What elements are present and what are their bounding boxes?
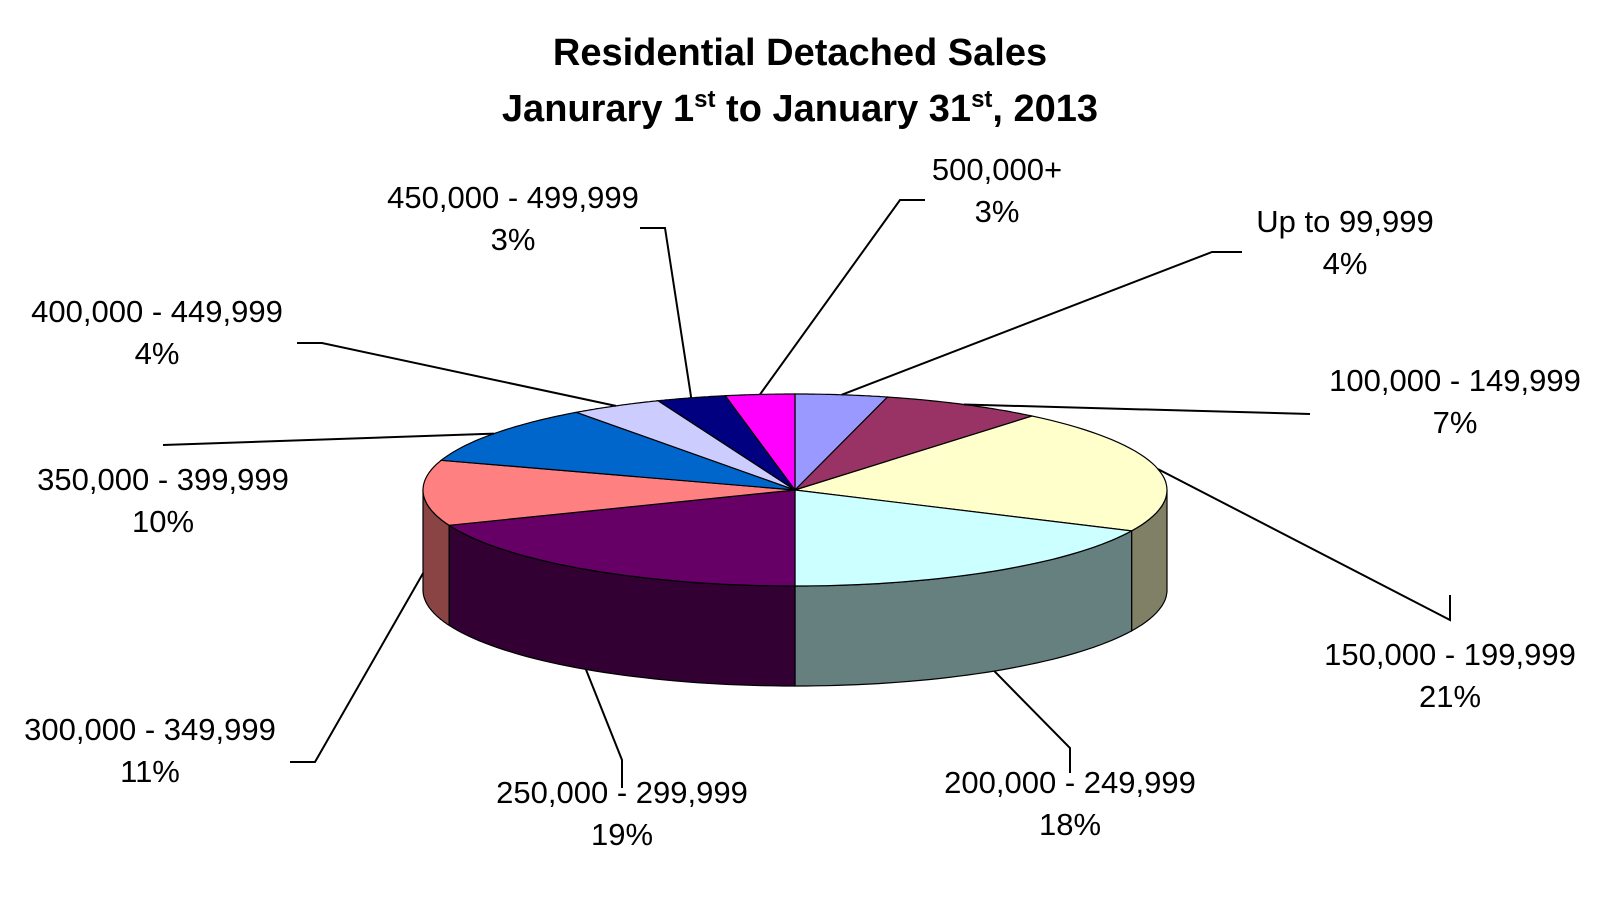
leader-line-5 <box>290 572 425 763</box>
leader-line-7 <box>297 342 617 407</box>
pie-slice-5 <box>422 459 796 526</box>
pie-slice-3 <box>794 489 1134 587</box>
leader-line-1 <box>963 403 1311 415</box>
leader-line-6 <box>162 432 495 446</box>
chart-title-line-2: Janurary 1st to January 31st, 2013 <box>0 86 1600 131</box>
slice-label-0: Up to 99,999 <box>1256 204 1434 239</box>
slice-percent-8: 3% <box>491 222 536 257</box>
slice-percent-5: 11% <box>120 754 180 789</box>
pie-labels: Up to 99,999 4% 100,000 - 149,999 7% 150,000… <box>24 152 1581 852</box>
slice-percent-0: 4% <box>1323 246 1368 281</box>
title-superscript: st <box>694 86 716 113</box>
leader-line-2 <box>1157 468 1451 622</box>
slice-percent-9: 3% <box>975 194 1020 229</box>
leader-line-3 <box>993 670 1071 773</box>
slice-label-5: 300,000 - 349,999 <box>24 712 276 747</box>
title-part: , 2013 <box>992 88 1099 130</box>
leader-line-9 <box>759 199 925 395</box>
slice-label-1: 100,000 - 149,999 <box>1329 363 1581 398</box>
title-part: Janurary 1 <box>501 88 695 130</box>
slice-label-7: 400,000 - 449,999 <box>31 294 283 329</box>
pie-top-faces <box>422 393 1168 587</box>
slice-percent-1: 7% <box>1433 405 1478 440</box>
leader-line-0 <box>841 251 1242 396</box>
title-superscript: st <box>971 86 993 113</box>
slice-label-6: 350,000 - 399,999 <box>37 462 289 497</box>
slice-percent-3: 18% <box>1039 807 1101 842</box>
leader-line-4 <box>584 669 623 788</box>
slice-percent-6: 10% <box>132 504 194 539</box>
pie-side-walls <box>422 490 1168 687</box>
slice-percent-4: 19% <box>591 817 653 852</box>
slice-percent-7: 4% <box>135 336 180 371</box>
chart-title-text: Residential Detached Sales <box>552 32 1048 74</box>
slice-label-8: 450,000 - 499,999 <box>387 180 639 215</box>
chart-title-line-1: Residential Detached Sales <box>0 32 1600 75</box>
slice-label-3: 200,000 - 249,999 <box>944 765 1196 800</box>
slice-label-2: 150,000 - 199,999 <box>1324 637 1576 672</box>
slice-label-4: 250,000 - 299,999 <box>496 775 748 810</box>
leader-line-8 <box>640 227 693 398</box>
slice-label-9: 500,000+ <box>932 152 1062 187</box>
title-part: to January 31 <box>715 88 972 130</box>
pie-slice-4 <box>447 489 796 587</box>
slice-percent-2: 21% <box>1419 679 1481 714</box>
